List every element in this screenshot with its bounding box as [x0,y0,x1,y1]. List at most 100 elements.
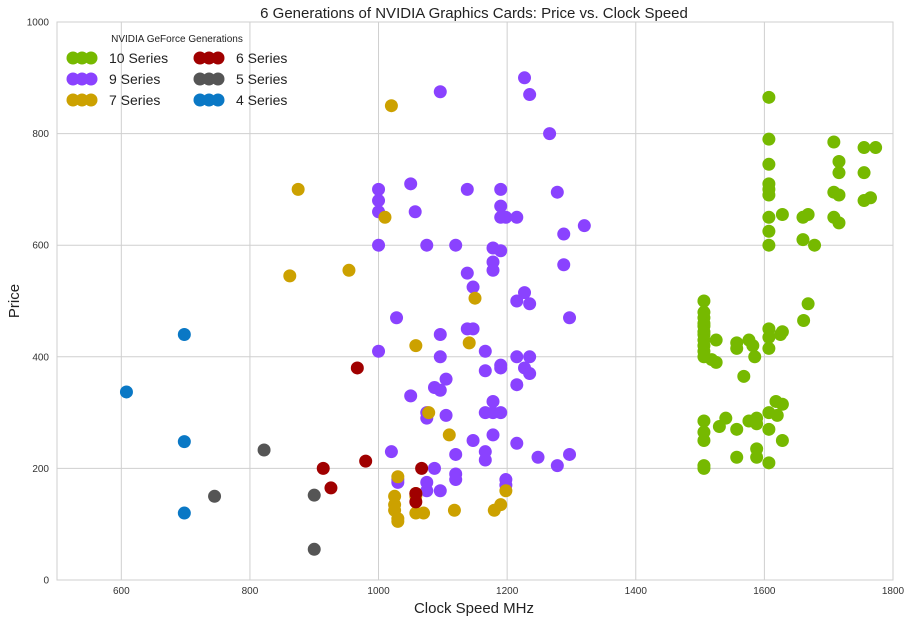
data-point [730,422,744,436]
data-point [466,280,480,294]
data-point [775,325,789,339]
data-point [832,216,846,230]
data-point [863,191,877,205]
data-point [460,182,474,196]
data-point [801,297,815,311]
data-point [762,422,776,436]
legend-label: 7 Series [109,92,160,108]
data-point [499,484,513,498]
data-point [177,506,191,520]
series-4 [316,361,429,509]
data-point [291,182,305,196]
data-point [372,194,386,208]
legend-marker [75,72,89,86]
data-point [449,447,463,461]
legend-marker [66,93,80,107]
data-point [460,266,474,280]
data-point [420,238,434,252]
data-point [796,233,810,247]
x-tick-label: 1800 [882,586,905,597]
data-point [417,506,431,520]
data-point [697,294,711,308]
data-point [478,453,492,467]
legend-item: 7 Series [66,92,160,108]
data-point [478,364,492,378]
legend-item: 10 Series [66,50,168,66]
data-point [748,350,762,364]
x-tick-label: 1600 [753,586,776,597]
data-point [372,344,386,358]
legend-marker [66,51,80,65]
data-point [523,297,537,311]
series-1 [697,90,883,475]
legend-item: 4 Series [193,92,287,108]
data-point [420,484,434,498]
data-point [307,542,321,556]
data-point [350,361,364,375]
data-point [827,135,841,149]
data-point [391,470,405,484]
data-point [257,443,271,457]
data-point [719,411,733,425]
data-point [523,88,537,102]
legend-marker [202,72,216,86]
legend-item: 6 Series [193,50,287,66]
data-point [762,238,776,252]
chart-title: 6 Generations of NVIDIA Graphics Cards: … [260,5,688,22]
data-point [709,333,723,347]
legend-marker [193,93,207,107]
data-point [415,461,429,475]
data-point [730,341,744,355]
legend-label: 5 Series [236,71,287,87]
data-point [762,224,776,238]
data-point [408,205,422,219]
data-point [494,361,508,375]
data-point [433,85,447,99]
data-point [762,341,776,355]
data-point [510,350,524,364]
data-point [404,389,418,403]
y-tick-label: 0 [43,576,49,587]
x-axis-ticks: 600 800 1000 1200 1400 1600 1800 [113,586,905,597]
data-point [391,514,405,528]
data-point [359,454,373,468]
data-point [404,177,418,191]
data-point [494,406,508,420]
data-point [466,322,480,336]
data-point [808,238,822,252]
data-point [499,210,513,224]
data-point [832,166,846,180]
data-point [283,269,297,283]
data-point [433,484,447,498]
data-point [468,291,482,305]
data-point [557,227,571,241]
data-point [494,498,508,512]
x-axis-label: Clock Speed MHz [414,600,534,617]
data-point [494,244,508,258]
data-point [324,481,338,495]
legend-label: 9 Series [109,71,160,87]
data-point [775,434,789,447]
data-point [494,182,508,196]
data-point [409,339,423,353]
data-point [177,327,191,341]
data-point [801,208,815,222]
legend-marker [211,72,225,86]
data-point [372,238,386,252]
data-point [762,132,776,146]
data-point [523,350,537,364]
data-point [439,408,453,422]
data-point [433,327,447,341]
data-point [427,461,441,475]
x-tick-label: 800 [242,586,259,597]
legend-label: 10 Series [109,50,168,66]
x-tick-label: 1200 [496,586,519,597]
data-point [462,336,476,350]
data-point [563,311,577,325]
legend-label: 4 Series [236,92,287,108]
data-point [869,141,883,155]
data-point [433,383,447,397]
data-point [439,372,453,386]
data-point [775,208,789,222]
data-points [119,71,883,556]
